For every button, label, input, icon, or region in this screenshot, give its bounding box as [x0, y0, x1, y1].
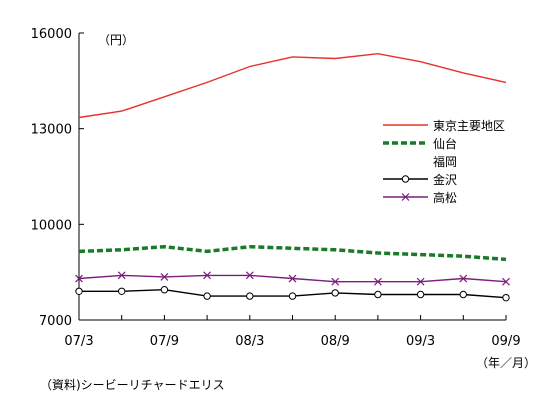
data-point	[75, 287, 83, 295]
y-tick-label: 16000	[31, 27, 72, 42]
x-tick-label: 08/3	[235, 334, 264, 349]
data-point	[75, 274, 83, 283]
data-point	[459, 274, 468, 283]
data-point	[288, 292, 297, 300]
data-point	[118, 287, 126, 295]
data-point	[416, 277, 425, 286]
legend-item: 仙台	[383, 136, 457, 151]
legend-item: 福岡	[433, 154, 457, 169]
legend-label: 高松	[433, 190, 457, 205]
legend-label: 金沢	[433, 172, 457, 187]
x-tick-label: 07/9	[150, 334, 179, 349]
y-tick-label: 7000	[39, 314, 72, 329]
data-point	[117, 271, 126, 280]
y-tick-label: 10000	[31, 218, 72, 233]
data-point	[160, 286, 169, 294]
data-point	[374, 290, 382, 299]
data-point	[246, 292, 254, 300]
x-tick-label: 09/9	[491, 334, 520, 349]
legend-item: 高松	[383, 190, 457, 205]
x-unit-label: （年／月）	[476, 356, 536, 370]
y-unit-label: （円）	[98, 33, 134, 47]
y-tick-label: 13000	[31, 123, 72, 138]
legend-label: 仙台	[433, 136, 457, 151]
series-group	[75, 52, 510, 302]
series-line-東京主要地区	[78, 52, 507, 119]
data-point	[160, 273, 169, 281]
data-point	[331, 277, 340, 286]
x-tick-label: 07/3	[64, 334, 93, 349]
data-point	[459, 290, 467, 299]
series-line-仙台	[78, 244, 507, 262]
data-point	[245, 271, 254, 280]
x-tick-label: 08/9	[321, 334, 350, 349]
data-point	[331, 289, 339, 297]
source-note: （資料)シービーリチャードエリス	[40, 378, 225, 392]
data-point	[373, 277, 382, 286]
data-point	[203, 292, 211, 300]
data-point	[203, 271, 212, 280]
legend-label: 東京主要地区	[433, 119, 505, 133]
x-ticks: 07/3 07/9 08/3 08/9 09/3 09/9	[64, 315, 521, 349]
data-point	[288, 274, 297, 283]
x-tick-label: 09/3	[406, 334, 435, 349]
data-point	[502, 293, 510, 302]
legend-item: 東京主要地区	[383, 119, 505, 133]
data-point	[502, 277, 510, 286]
y-ticks: 16000 13000 10000 7000	[31, 27, 84, 329]
legend-item: 金沢	[383, 172, 457, 187]
legend-label: 福岡	[433, 154, 457, 169]
data-point	[416, 290, 425, 299]
